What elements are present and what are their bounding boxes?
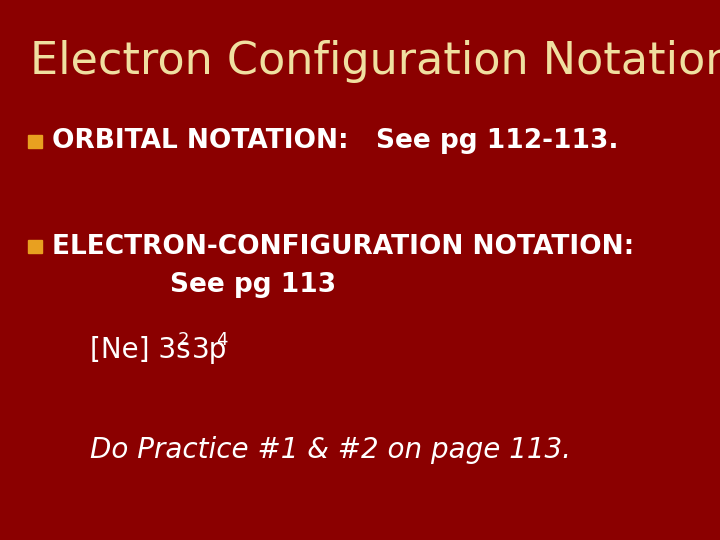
Text: Do Practice #1 & #2 on page 113.: Do Practice #1 & #2 on page 113.	[90, 436, 571, 464]
Text: 4: 4	[216, 331, 228, 349]
Bar	[28, 240, 42, 253]
Bar	[28, 135, 42, 148]
Text: ORBITAL NOTATION:   See pg 112-113.: ORBITAL NOTATION: See pg 112-113.	[52, 129, 618, 154]
Text: ELECTRON-CONFIGURATION NOTATION:: ELECTRON-CONFIGURATION NOTATION:	[52, 233, 634, 260]
Text: Electron Configuration Notation: Electron Configuration Notation	[30, 40, 720, 83]
Text: See pg 113: See pg 113	[170, 272, 336, 298]
Text: 2: 2	[178, 331, 189, 349]
Text: 3p: 3p	[192, 336, 228, 364]
Text: [Ne] 3s: [Ne] 3s	[90, 336, 191, 364]
